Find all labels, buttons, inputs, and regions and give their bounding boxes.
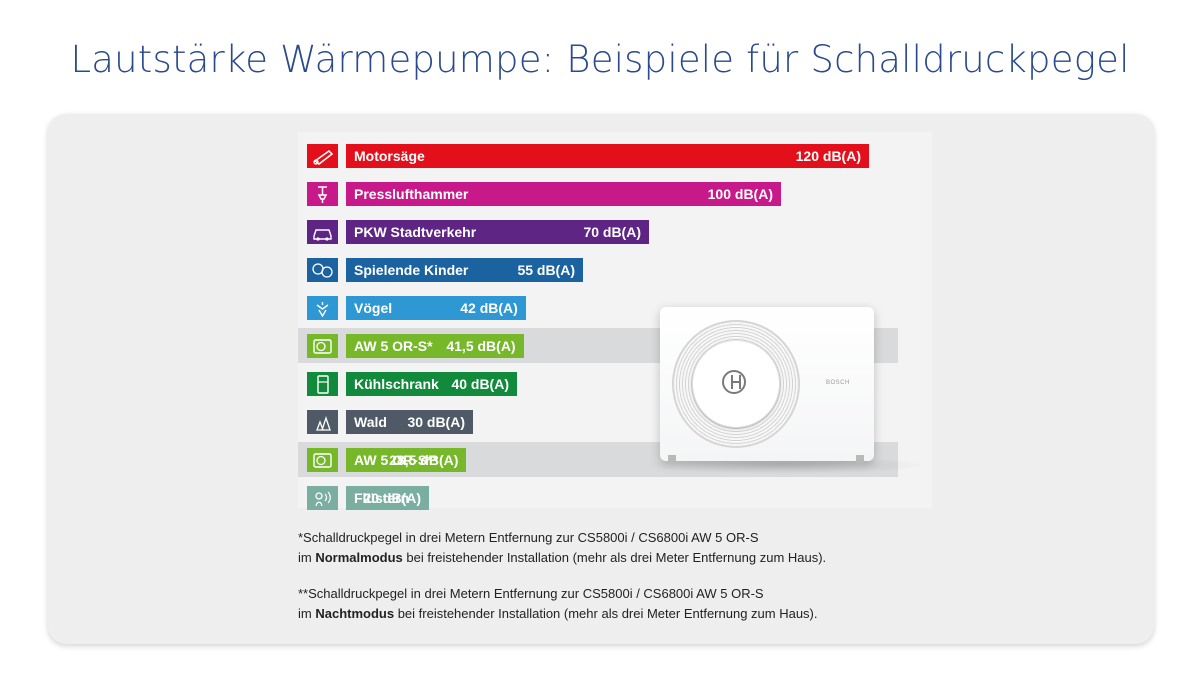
bar-label: AW 5 OR-S* — [354, 338, 433, 354]
bosch-logo-icon — [722, 370, 746, 394]
bar: PKW Stadtverkehr 70 dB(A) — [346, 220, 649, 244]
bar-value-label: 55 dB(A) — [517, 262, 575, 278]
bar-label: Kühlschrank — [354, 376, 439, 392]
bar: AW 5 OR-S* 41,5 dB(A) — [346, 334, 524, 358]
bar-label: AW 5 OR-S** — [354, 452, 439, 468]
car-icon — [307, 220, 338, 244]
bar-label: PKW Stadtverkehr — [354, 224, 477, 240]
bar: Wald 30 dB(A) — [346, 410, 473, 434]
bar-value-label: 30 dB(A) — [407, 414, 465, 430]
bar: AW 5 OR-S** 28,5 dB(A) — [346, 448, 467, 472]
bar: Motorsäge 120 dB(A) — [346, 144, 869, 168]
footnote-normal-line1: *Schalldruckpegel in drei Metern Entfern… — [298, 530, 759, 545]
bar-value-label: 70 dB(A) — [583, 224, 641, 240]
footnote-night-line1: **Schalldruckpegel in drei Metern Entfer… — [298, 586, 764, 601]
bar: Flüstern 20 dB(A) — [346, 486, 429, 510]
bar-label: Spielende Kinder — [354, 262, 469, 278]
bird-icon — [307, 296, 338, 320]
bar: Kühlschrank 40 dB(A) — [346, 372, 517, 396]
bar: Vögel 42 dB(A) — [346, 296, 526, 320]
jackhammer-icon — [307, 182, 338, 206]
whisper-icon — [307, 486, 338, 510]
children-icon — [307, 258, 338, 282]
bar-value-label: 20 dB(A) — [363, 490, 421, 506]
bar-label: Motorsäge — [354, 148, 425, 164]
page-title: Lautstärke Wärmepumpe: Beispiele für Sch… — [70, 38, 1130, 81]
heat-pump-icon — [307, 448, 338, 472]
bar-label: Flüstern — [354, 490, 410, 506]
fridge-icon — [307, 372, 338, 396]
bar-value-label: 40 dB(A) — [451, 376, 509, 392]
chainsaw-icon — [307, 144, 338, 168]
heat-pump-foot — [856, 455, 864, 463]
heat-pump-icon — [307, 334, 338, 358]
bar-value-label: 28,5 dB(A) — [389, 452, 459, 468]
footnote-night: **Schalldruckpegel in drei Metern Entfer… — [298, 584, 818, 624]
forest-icon — [307, 410, 338, 434]
footnote-normal-mode: Normalmodus — [315, 550, 403, 565]
footnote-normal: *Schalldruckpegel in drei Metern Entfern… — [298, 528, 826, 568]
bar-value-label: 41,5 dB(A) — [446, 338, 516, 354]
bar-value-label: 120 dB(A) — [795, 148, 861, 164]
footnote-night-mode: Nachtmodus — [315, 606, 395, 621]
heat-pump-foot — [668, 455, 676, 463]
bar-label: Wald — [354, 414, 387, 430]
bar: Presslufthammer 100 dB(A) — [346, 182, 781, 206]
bar-label: Presslufthammer — [354, 186, 469, 202]
bar: Spielende Kinder 55 dB(A) — [346, 258, 583, 282]
bar-value-label: 42 dB(A) — [460, 300, 518, 316]
footnote-night-line2: im Nachtmodus bei freistehender Installa… — [298, 606, 818, 621]
heat-pump-brand-label: BOSCH — [826, 380, 850, 386]
bar-label: Vögel — [354, 300, 393, 316]
footnote-normal-line2: im Normalmodus bei freistehender Install… — [298, 550, 827, 565]
bar-value-label: 100 dB(A) — [707, 186, 773, 202]
